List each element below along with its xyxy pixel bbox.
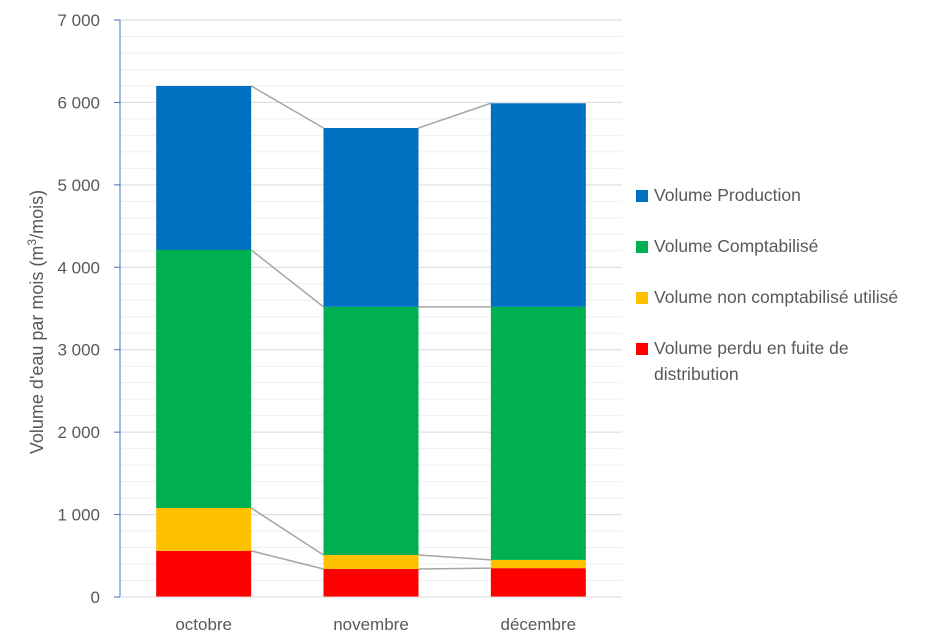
legend-item: Volume Comptabilisé — [636, 233, 936, 259]
x-tick-label: novembre — [333, 615, 409, 634]
bar-segment — [323, 127, 419, 307]
legend-label: Volume Production — [654, 185, 801, 205]
bar-segment — [323, 306, 419, 555]
y-tick-label: 0 — [91, 588, 100, 607]
y-tick-label: 4 000 — [57, 258, 100, 277]
y-tick-label: 7 000 — [57, 11, 100, 30]
legend-label: Volume non comptabilisé utilisé — [654, 287, 899, 307]
series-line — [418, 554, 491, 561]
x-tick-label: octobre — [175, 615, 232, 634]
y-tick-label: 5 000 — [57, 176, 100, 195]
legend-swatch — [636, 190, 648, 202]
axes: 0 1 000 2 000 3 000 4 000 5 000 6 000 7 000 octo… — [57, 11, 622, 634]
legend-label: Volume Comptabilisé — [654, 236, 819, 256]
bar-segment — [156, 249, 252, 508]
legend-label: Volume perdu en fuite de distribution — [654, 338, 849, 384]
y-axis-title: Volume d'eau par mois (m3/mois) — [25, 190, 47, 454]
legend-item: Volume non comptabilisé utilisé — [636, 284, 936, 310]
legend-swatch — [636, 292, 648, 304]
bar-segment — [323, 554, 419, 569]
bar-segment — [490, 103, 586, 307]
series-line — [250, 249, 324, 308]
bar-segment — [323, 568, 419, 597]
legend: Volume Production Volume Comptabilisé Volu… — [636, 182, 936, 412]
bar-segment — [156, 550, 252, 597]
legend-swatch — [636, 241, 648, 253]
bar-segment — [490, 568, 586, 597]
y-axis-title-superscript: 3 — [25, 239, 39, 246]
bar-segment — [156, 85, 252, 250]
x-tick-label: décembre — [501, 615, 577, 634]
series-line — [250, 85, 324, 129]
bar-segment — [490, 559, 586, 569]
bar-segment — [490, 306, 586, 560]
y-tick-label: 6 000 — [57, 93, 100, 112]
series-line — [418, 102, 492, 129]
series-line — [250, 507, 324, 556]
bar-segment — [156, 507, 252, 551]
legend-swatch — [636, 343, 648, 355]
bars — [156, 85, 586, 597]
series-line — [418, 567, 491, 570]
series-connector-lines — [250, 85, 492, 570]
y-tick-label: 1 000 — [57, 506, 100, 525]
y-tick-label: 2 000 — [57, 423, 100, 442]
legend-item: Volume perdu en fuite de distribution — [636, 335, 936, 387]
legend-item: Volume Production — [636, 182, 936, 208]
y-tick-label: 3 000 — [57, 341, 100, 360]
series-line — [250, 550, 324, 570]
